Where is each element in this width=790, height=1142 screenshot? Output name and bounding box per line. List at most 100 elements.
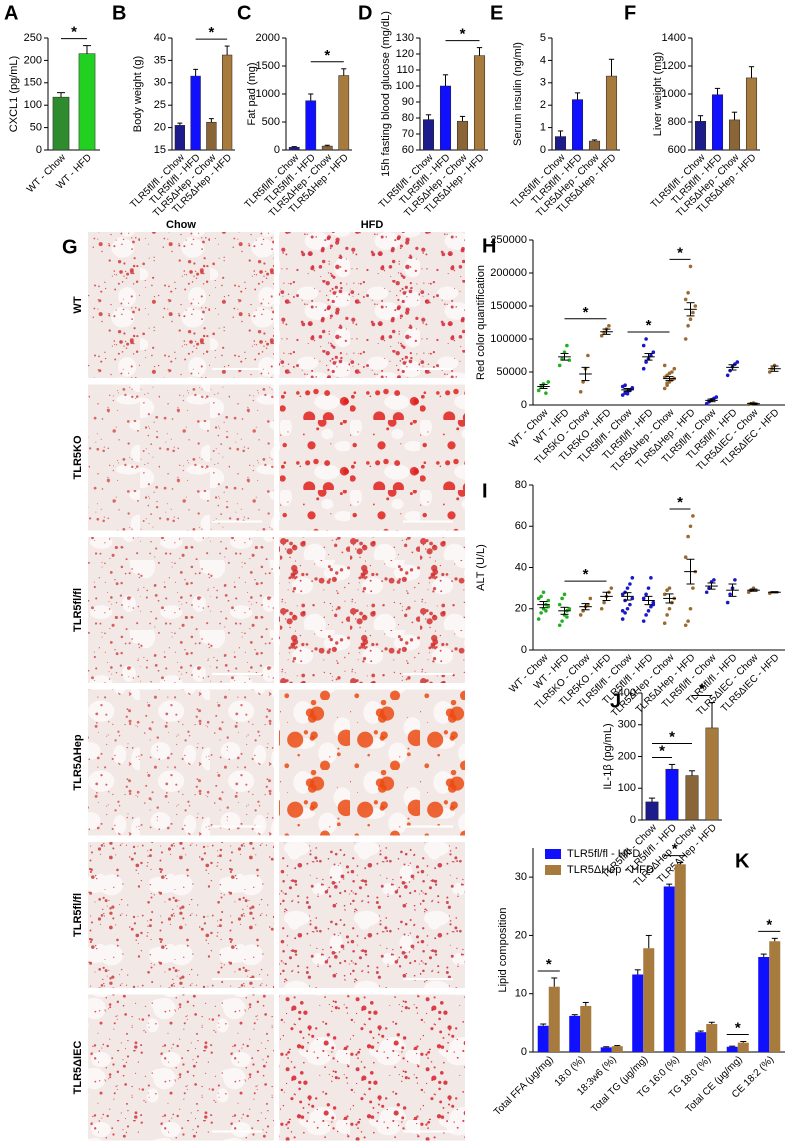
- panel-letter: B: [112, 2, 126, 24]
- y-tick-label: 1400: [662, 32, 686, 44]
- histology-image: [88, 232, 274, 378]
- data-point: [686, 324, 690, 328]
- data-point: [599, 606, 604, 611]
- panel-letter: A: [4, 2, 18, 24]
- data-point: [546, 380, 551, 384]
- data-point: [625, 391, 630, 396]
- bar: [537, 1025, 549, 1052]
- data-point: [683, 297, 688, 302]
- data-point: [691, 514, 695, 518]
- bar: [695, 1032, 707, 1052]
- bar: [674, 864, 686, 1052]
- histology-image: [279, 689, 465, 836]
- data-point: [767, 370, 772, 374]
- data-point: [567, 358, 572, 362]
- y-tick-label: 1500: [256, 60, 280, 72]
- data-point: [728, 368, 732, 373]
- y-tick-label: 70: [402, 128, 414, 140]
- y-tick-label: 80: [402, 112, 414, 124]
- y-tick-label: 10: [515, 988, 527, 1000]
- bar: [643, 948, 655, 1052]
- y-tick-label: 200: [618, 750, 636, 762]
- data-point: [646, 586, 651, 590]
- y-tick-label: 250: [24, 32, 42, 44]
- data-point: [586, 353, 590, 358]
- bar: [473, 55, 486, 151]
- y-tick-label: 600: [668, 144, 686, 156]
- data-point: [686, 534, 690, 539]
- significance-label: *: [659, 742, 665, 759]
- histology-image: [88, 842, 274, 988]
- y-axis-label: 15h fasting blood glucose (mg/dL): [380, 11, 392, 177]
- data-point: [628, 602, 632, 607]
- data-point: [588, 596, 593, 601]
- y-tick-label: 60: [515, 520, 527, 532]
- data-point: [641, 366, 646, 371]
- data-point: [536, 596, 541, 601]
- significance-label: *: [583, 566, 589, 583]
- data-point: [544, 391, 548, 395]
- data-point: [672, 366, 677, 371]
- data-point: [644, 613, 648, 617]
- significance-label: *: [677, 494, 683, 511]
- y-tick-label: 100: [24, 99, 42, 111]
- data-point: [686, 291, 690, 295]
- data-point: [686, 619, 690, 623]
- y-tick-label: 90: [402, 96, 414, 108]
- bar: [190, 75, 201, 151]
- row-label: TLR5KO: [72, 435, 84, 479]
- y-tick-label: 110: [396, 64, 414, 76]
- data-point: [662, 621, 667, 625]
- data-point: [607, 324, 611, 328]
- y-tick-label: 2000: [256, 32, 280, 44]
- y-tick-label: 0: [540, 144, 546, 156]
- y-tick-label: 30: [515, 871, 527, 883]
- data-point: [560, 619, 564, 623]
- y-tick-label: 35: [154, 54, 166, 66]
- data-point: [557, 602, 562, 607]
- y-tick-label: 200000: [490, 267, 527, 279]
- panel-letter: H: [482, 235, 496, 257]
- data-point: [644, 360, 648, 364]
- bar: [554, 136, 567, 151]
- y-tick-label: 800: [668, 116, 686, 128]
- data-point: [662, 386, 667, 391]
- y-axis-label: IL-1β (pg/mL): [602, 723, 614, 789]
- data-point: [536, 617, 541, 621]
- significance-label: *: [699, 680, 705, 697]
- legend-swatch: [545, 865, 561, 875]
- data-point: [541, 590, 546, 595]
- data-point: [620, 393, 625, 397]
- histology-image: [88, 994, 274, 1141]
- data-point: [565, 615, 569, 619]
- y-tick-label: 30: [154, 77, 166, 89]
- y-tick-label: 25: [154, 99, 166, 111]
- data-point: [683, 337, 688, 341]
- bar: [600, 1047, 612, 1052]
- row-label: TLR5fl/fl: [72, 588, 84, 632]
- significance-label: *: [546, 956, 552, 973]
- significance-label: *: [71, 24, 77, 41]
- y-tick-label: 20: [515, 929, 527, 941]
- x-tick-label: Total TG (μg/mg): [589, 1054, 650, 1115]
- y-axis-label: ALT (U/L): [475, 544, 487, 591]
- panel-letter: I: [482, 480, 488, 502]
- significance-label: *: [646, 317, 652, 334]
- bar: [588, 140, 601, 151]
- significance-label: *: [677, 244, 683, 261]
- bar: [422, 119, 435, 151]
- histology-image: [88, 537, 274, 683]
- y-tick-label: 0: [36, 144, 42, 156]
- data-point: [630, 596, 635, 601]
- y-tick-label: 0: [630, 814, 636, 826]
- bar: [571, 99, 584, 151]
- bar: [728, 119, 741, 151]
- y-tick-label: 80: [515, 479, 527, 491]
- data-point: [536, 388, 541, 393]
- bar: [705, 727, 719, 821]
- y-axis-label: Serum insulin (ng/ml): [512, 42, 524, 146]
- bar: [439, 85, 452, 151]
- y-tick-label: 3: [540, 77, 546, 89]
- data-point: [539, 611, 543, 615]
